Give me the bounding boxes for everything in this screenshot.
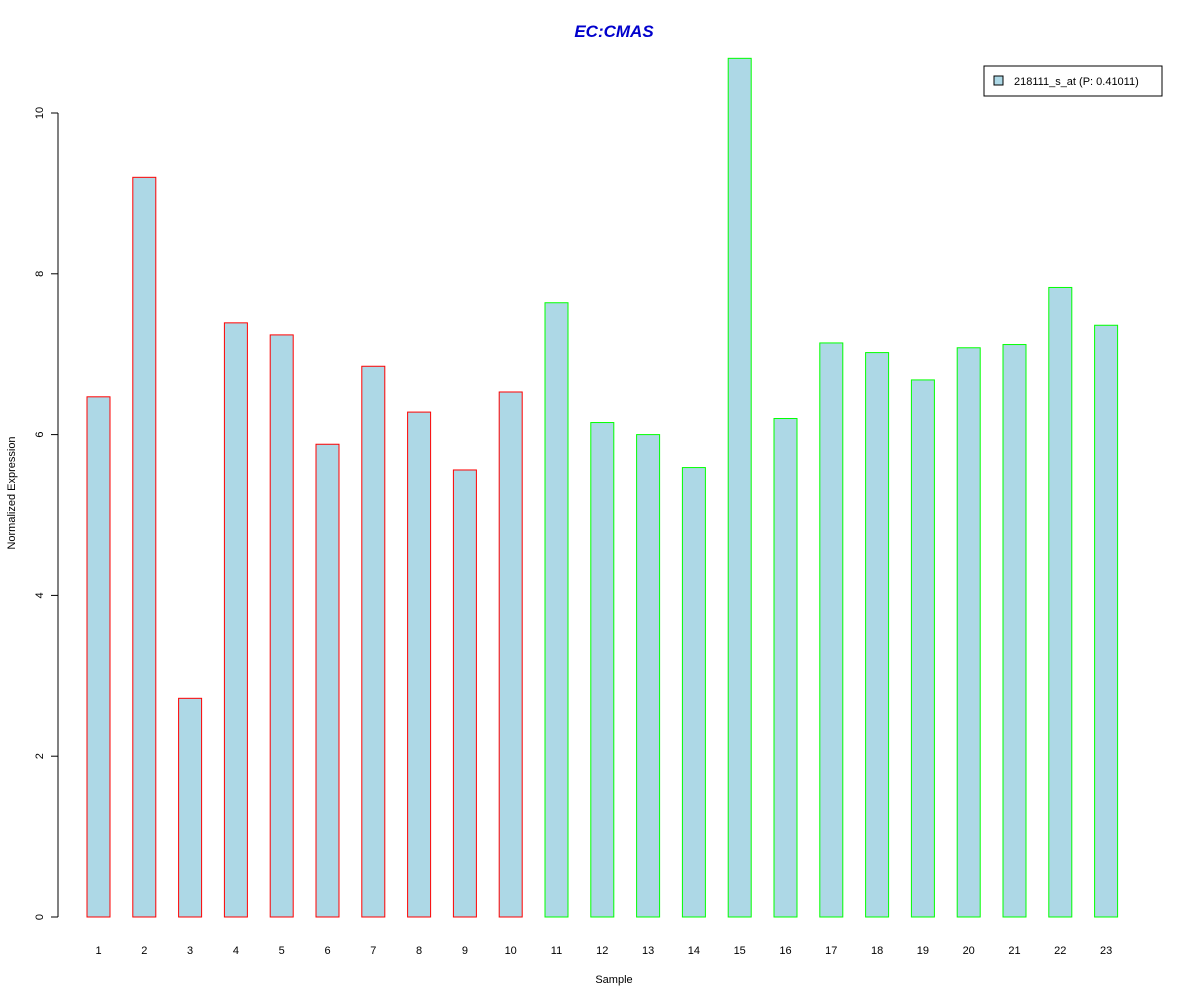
legend-swatch: [993, 75, 1004, 86]
x-tick-label: 18: [871, 945, 883, 957]
x-tick-label: 7: [370, 945, 376, 957]
x-tick-label: 10: [505, 945, 517, 957]
x-tick-label: 16: [779, 945, 791, 957]
y-axis-label: Normalized Expression: [6, 436, 18, 549]
x-tick-label: 12: [596, 945, 608, 957]
chart-title: EC:CMAS: [574, 22, 654, 41]
bars: [86, 57, 1119, 918]
x-tick-label: 9: [462, 945, 468, 957]
x-tick-label: 6: [324, 945, 330, 957]
bar-sample-13: [636, 434, 661, 918]
bar-sample-23: [1094, 324, 1119, 918]
x-tick-label: 2: [141, 945, 147, 957]
x-axis-label: Sample: [595, 974, 632, 986]
x-tick-label: 1: [95, 945, 101, 957]
y-axis: 0 2 4 6 8 10: [34, 107, 59, 920]
x-tick-label: 11: [551, 945, 562, 957]
bar-sample-6: [315, 443, 340, 918]
bar-sample-14: [681, 467, 706, 918]
bar-sample-2: [132, 176, 157, 918]
bar-sample-12: [590, 422, 615, 918]
bar-sample-22: [1048, 286, 1073, 918]
bar-sample-19: [910, 379, 935, 918]
bar-sample-1: [86, 396, 111, 918]
x-tick-label: 17: [825, 945, 837, 957]
bar-sample-17: [819, 342, 844, 918]
bar-sample-11: [544, 302, 569, 918]
y-tick-label: 10: [34, 107, 46, 119]
y-tick-label: 4: [34, 592, 46, 598]
legend: 218111_s_at (P: 0.41011): [983, 65, 1163, 97]
x-tick-label: 20: [963, 945, 975, 957]
bar-sample-5: [269, 334, 294, 918]
x-tick-label: 5: [279, 945, 285, 957]
bar-sample-7: [361, 365, 386, 918]
bar-sample-16: [773, 418, 798, 918]
x-tick-label: 21: [1008, 945, 1020, 957]
bar-sample-10: [498, 391, 523, 918]
x-tick-label: 19: [917, 945, 929, 957]
bar-sample-3: [178, 697, 203, 918]
x-tick-label: 23: [1100, 945, 1112, 957]
x-tick-label: 15: [734, 945, 746, 957]
y-tick-label: 2: [34, 753, 46, 759]
x-tick-label: 14: [688, 945, 700, 957]
bar-sample-15: [727, 57, 752, 918]
bar-sample-20: [956, 347, 981, 918]
y-tick-label: 0: [34, 914, 46, 920]
x-axis-labels: 1 2 3 4 5 6 7 8 9 10 11 12 13 14 15 16 17 18 19 20 21 22 23: [95, 945, 1112, 957]
legend-box: [983, 65, 1163, 97]
bar-sample-8: [407, 411, 432, 918]
bar-sample-21: [1002, 344, 1027, 918]
bar-sample-9: [452, 469, 477, 918]
bar-sample-18: [865, 352, 890, 918]
x-tick-label: 13: [642, 945, 654, 957]
x-tick-label: 4: [233, 945, 239, 957]
x-tick-label: 22: [1054, 945, 1066, 957]
legend-label: 218111_s_at (P: 0.41011): [1014, 76, 1139, 88]
x-tick-label: 8: [416, 945, 422, 957]
x-tick-label: 3: [187, 945, 193, 957]
y-tick-label: 8: [34, 271, 46, 277]
y-tick-label: 6: [34, 432, 46, 438]
bar-sample-4: [223, 322, 248, 918]
